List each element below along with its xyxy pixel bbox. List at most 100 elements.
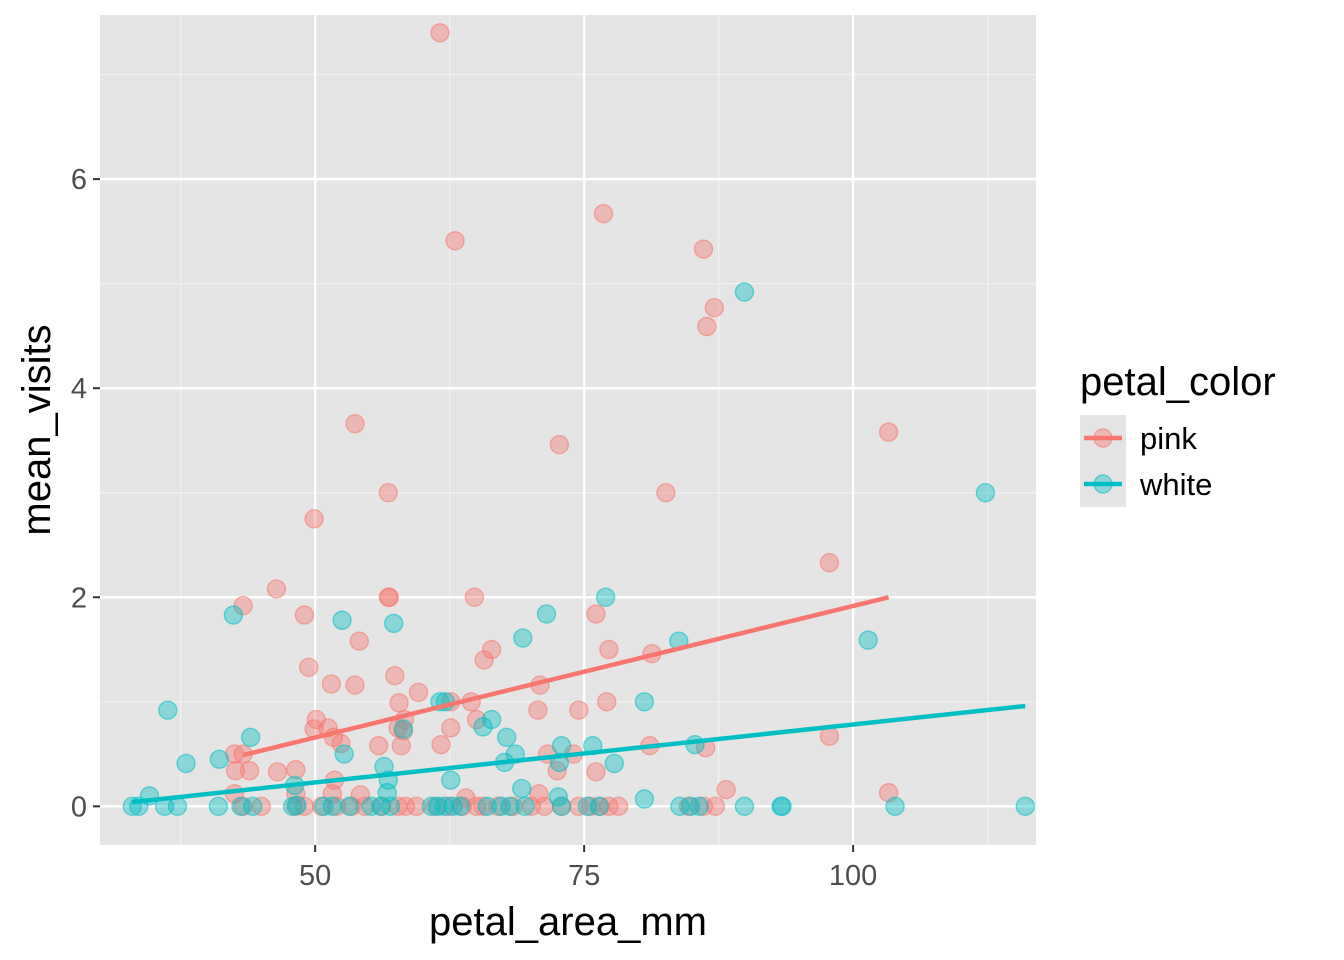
data-point-pink	[586, 762, 606, 782]
data-point-white	[477, 796, 498, 817]
data-point-white	[772, 796, 792, 817]
data-point-pink	[299, 657, 319, 677]
data-point-white	[282, 796, 303, 817]
data-point-white	[685, 734, 705, 755]
data-point-pink	[378, 483, 399, 503]
data-point-pink	[345, 414, 365, 434]
x-axis-title: petal_area_mm	[429, 900, 707, 944]
x-tick-label: 50	[299, 860, 331, 892]
data-point-pink	[528, 700, 548, 720]
trend-lines	[132, 595, 1026, 805]
y-tick-label: 0	[71, 791, 87, 823]
data-point-pink	[441, 718, 461, 738]
data-point-white	[634, 692, 655, 712]
y-tick-label: 2	[71, 582, 87, 614]
data-point-white	[332, 610, 352, 630]
data-point-pink	[354, 796, 375, 817]
data-point-pink	[704, 297, 725, 318]
data-point-white	[176, 753, 196, 774]
data-point-pink	[395, 796, 416, 817]
data-point-pink	[239, 761, 260, 781]
data-point-white	[223, 605, 244, 625]
data-point-white	[393, 719, 414, 739]
data-point-white	[243, 796, 263, 817]
data-point-white	[441, 770, 461, 790]
legend-title: petal_color	[1080, 360, 1276, 404]
data-point-white	[158, 700, 178, 720]
data-point-pink	[408, 682, 429, 703]
data-point-pink	[391, 735, 411, 756]
legend-label-white: white	[1139, 467, 1212, 502]
data-point-white	[551, 796, 572, 817]
data-point-white	[551, 735, 572, 756]
data-point-pink	[304, 509, 324, 529]
legend: petal_color pink white	[1080, 360, 1276, 507]
data-point-pink	[549, 434, 570, 455]
data-point-pink	[430, 23, 450, 43]
y-tick-label: 6	[71, 164, 87, 196]
data-point-pink	[368, 735, 389, 756]
data-point-white	[513, 628, 533, 648]
data-point-pink	[597, 692, 617, 712]
data-point-white	[515, 796, 535, 817]
data-point-pink	[389, 693, 409, 713]
data-point-white	[734, 282, 755, 302]
data-point-pink	[693, 239, 714, 259]
data-point-pink	[697, 316, 717, 337]
data-point-white	[322, 796, 343, 817]
data-point-white	[512, 778, 532, 799]
data-point-pink	[466, 709, 487, 730]
data-point-pink	[349, 631, 369, 651]
y-axis-title: mean_visits	[15, 324, 59, 535]
x-tick-label: 75	[568, 860, 600, 892]
data-point-pink	[534, 796, 555, 817]
data-point-white	[334, 744, 354, 764]
data-point-white	[428, 796, 448, 817]
data-point-white	[975, 483, 996, 503]
data-point-pink	[819, 553, 840, 573]
data-point-pink	[266, 579, 287, 599]
data-point-pink	[345, 675, 365, 695]
data-point-pink	[379, 587, 400, 607]
data-point-white	[858, 630, 878, 650]
data-point-white	[443, 796, 463, 817]
data-point-white	[885, 796, 905, 817]
data-point-white	[496, 727, 517, 748]
data-point-pink	[716, 779, 736, 800]
data-point-pink	[466, 796, 487, 817]
trend-line-white	[132, 703, 1026, 805]
data-point-white	[208, 796, 229, 817]
axes: 50 75 100 0 2 4 6	[71, 164, 877, 892]
data-point-white	[536, 604, 557, 624]
data-point-white	[339, 796, 360, 817]
y-tick-label: 4	[71, 373, 87, 405]
data-point-pink	[608, 796, 629, 817]
data-point-white	[384, 613, 404, 634]
data-point-white	[450, 796, 471, 817]
data-point-pink	[878, 422, 899, 442]
trend-line-pink	[242, 595, 890, 758]
data-point-white	[634, 789, 655, 809]
data-point-pink	[225, 761, 246, 781]
data-point-pink	[267, 762, 288, 782]
minor-gridlines	[100, 15, 1036, 845]
data-point-white	[240, 727, 261, 748]
data-point-white	[604, 753, 624, 774]
major-gridlines	[100, 15, 1036, 845]
data-point-white	[689, 796, 709, 817]
data-point-white	[670, 796, 690, 817]
data-point-pink	[445, 231, 465, 251]
data-point-white	[1015, 796, 1035, 817]
data-point-white	[595, 587, 616, 607]
legend-key-point-white	[1093, 474, 1113, 494]
data-point-white	[500, 796, 520, 817]
data-point-pink	[431, 734, 451, 755]
legend-keys: pink white	[1080, 415, 1212, 507]
data-point-pink	[569, 700, 589, 720]
data-point-pink	[385, 665, 405, 686]
data-point-pink	[331, 733, 351, 754]
data-point-pink	[294, 605, 315, 625]
data-point-pink	[406, 796, 427, 817]
x-tick-label: 100	[829, 860, 877, 892]
data-point-pink	[593, 203, 614, 224]
